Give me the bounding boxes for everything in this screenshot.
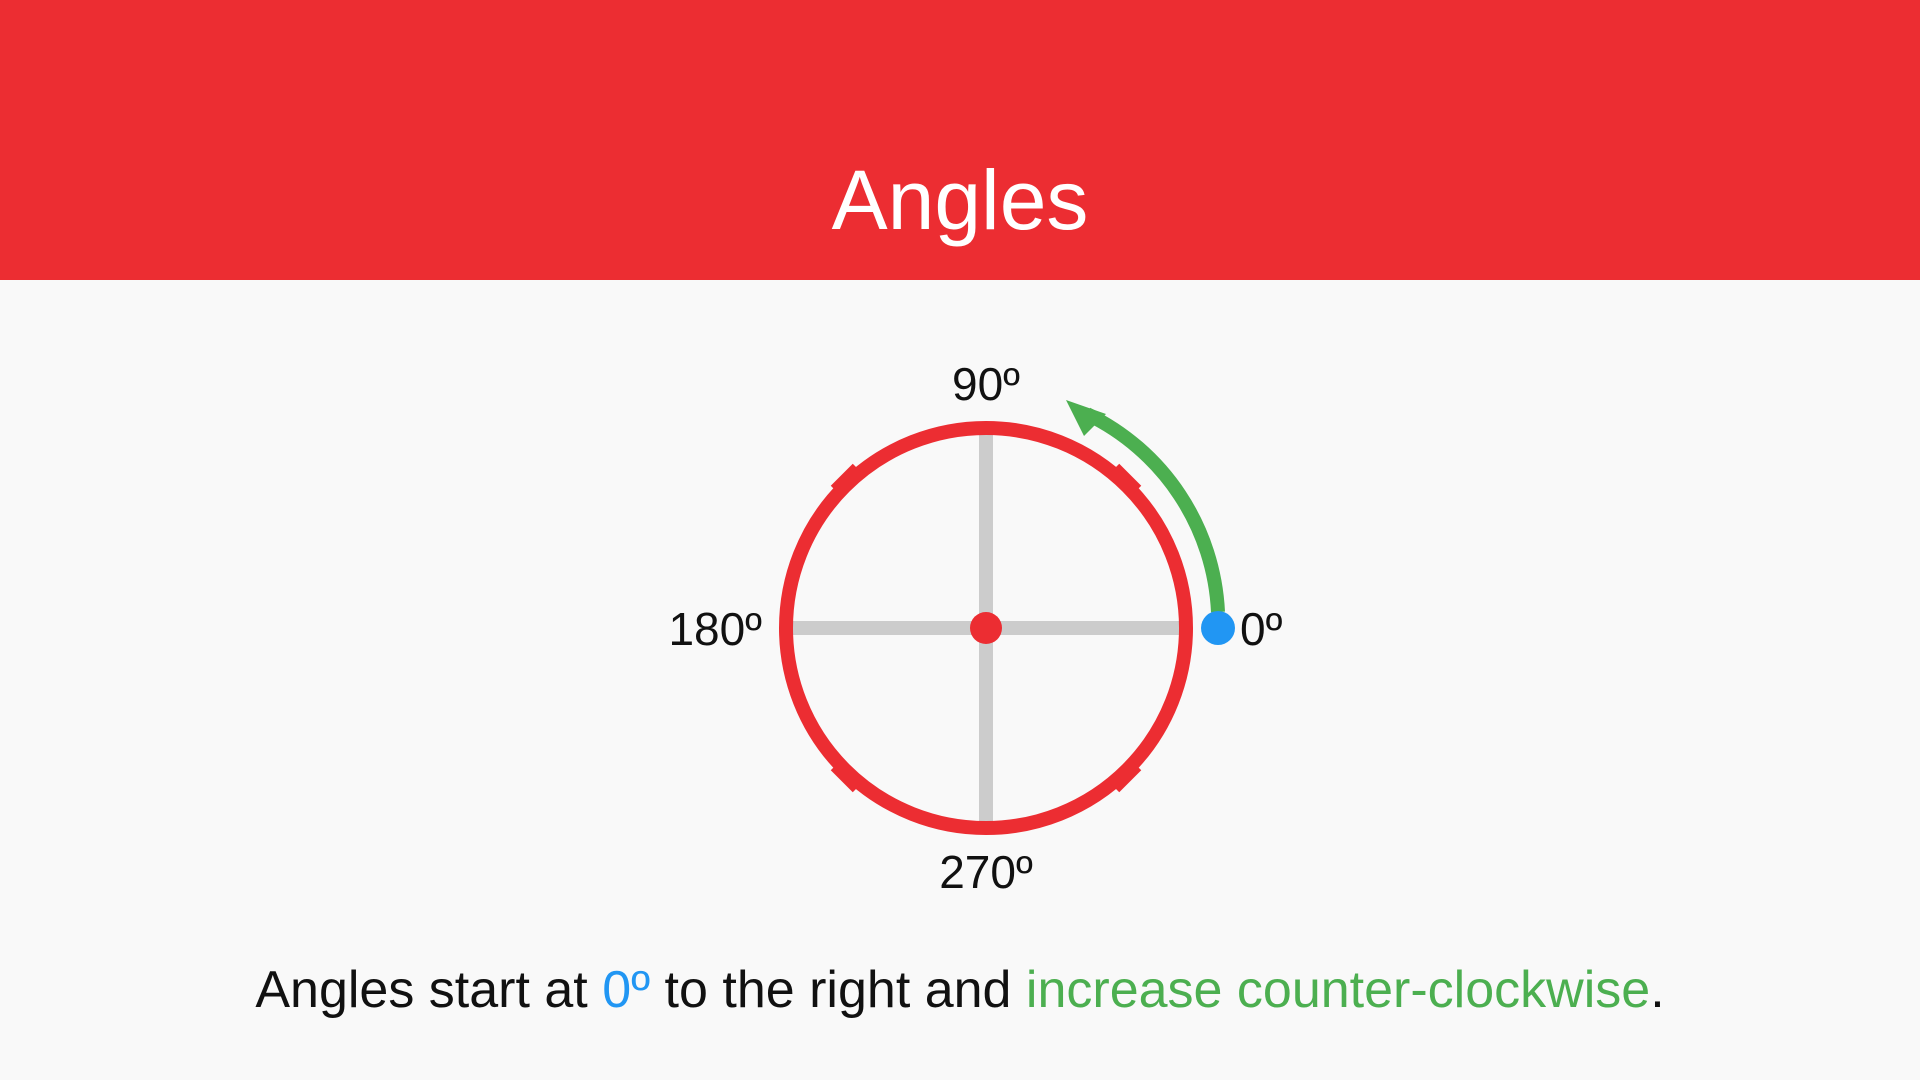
caption-zero-degrees: 0º [602, 961, 651, 1019]
label-90-degrees: 90º [952, 358, 1020, 410]
label-270-degrees: 270º [939, 846, 1033, 898]
caption: Angles start at 0º to the right and incr… [0, 955, 1920, 1025]
counter-clockwise-arc [1083, 407, 1225, 613]
tick-135 [830, 463, 862, 495]
tick-225 [830, 761, 862, 793]
caption-middle-text: to the right and [650, 961, 1026, 1019]
caption-end-text: . [1650, 961, 1665, 1019]
arrow-head-icon [1066, 400, 1106, 436]
tick-marks [780, 422, 1192, 834]
caption-start-text: Angles start at [255, 961, 603, 1019]
tick-45 [1110, 463, 1142, 495]
page-title: Angles [831, 153, 1089, 247]
start-point [1201, 611, 1235, 645]
label-180-degrees: 180º [668, 603, 762, 655]
label-0-degrees: 0º [1240, 603, 1283, 655]
center-point [970, 612, 1002, 644]
caption-direction-text: increase counter-clockwise [1025, 961, 1651, 1019]
header-banner [0, 0, 1920, 280]
tick-315 [1110, 761, 1142, 793]
